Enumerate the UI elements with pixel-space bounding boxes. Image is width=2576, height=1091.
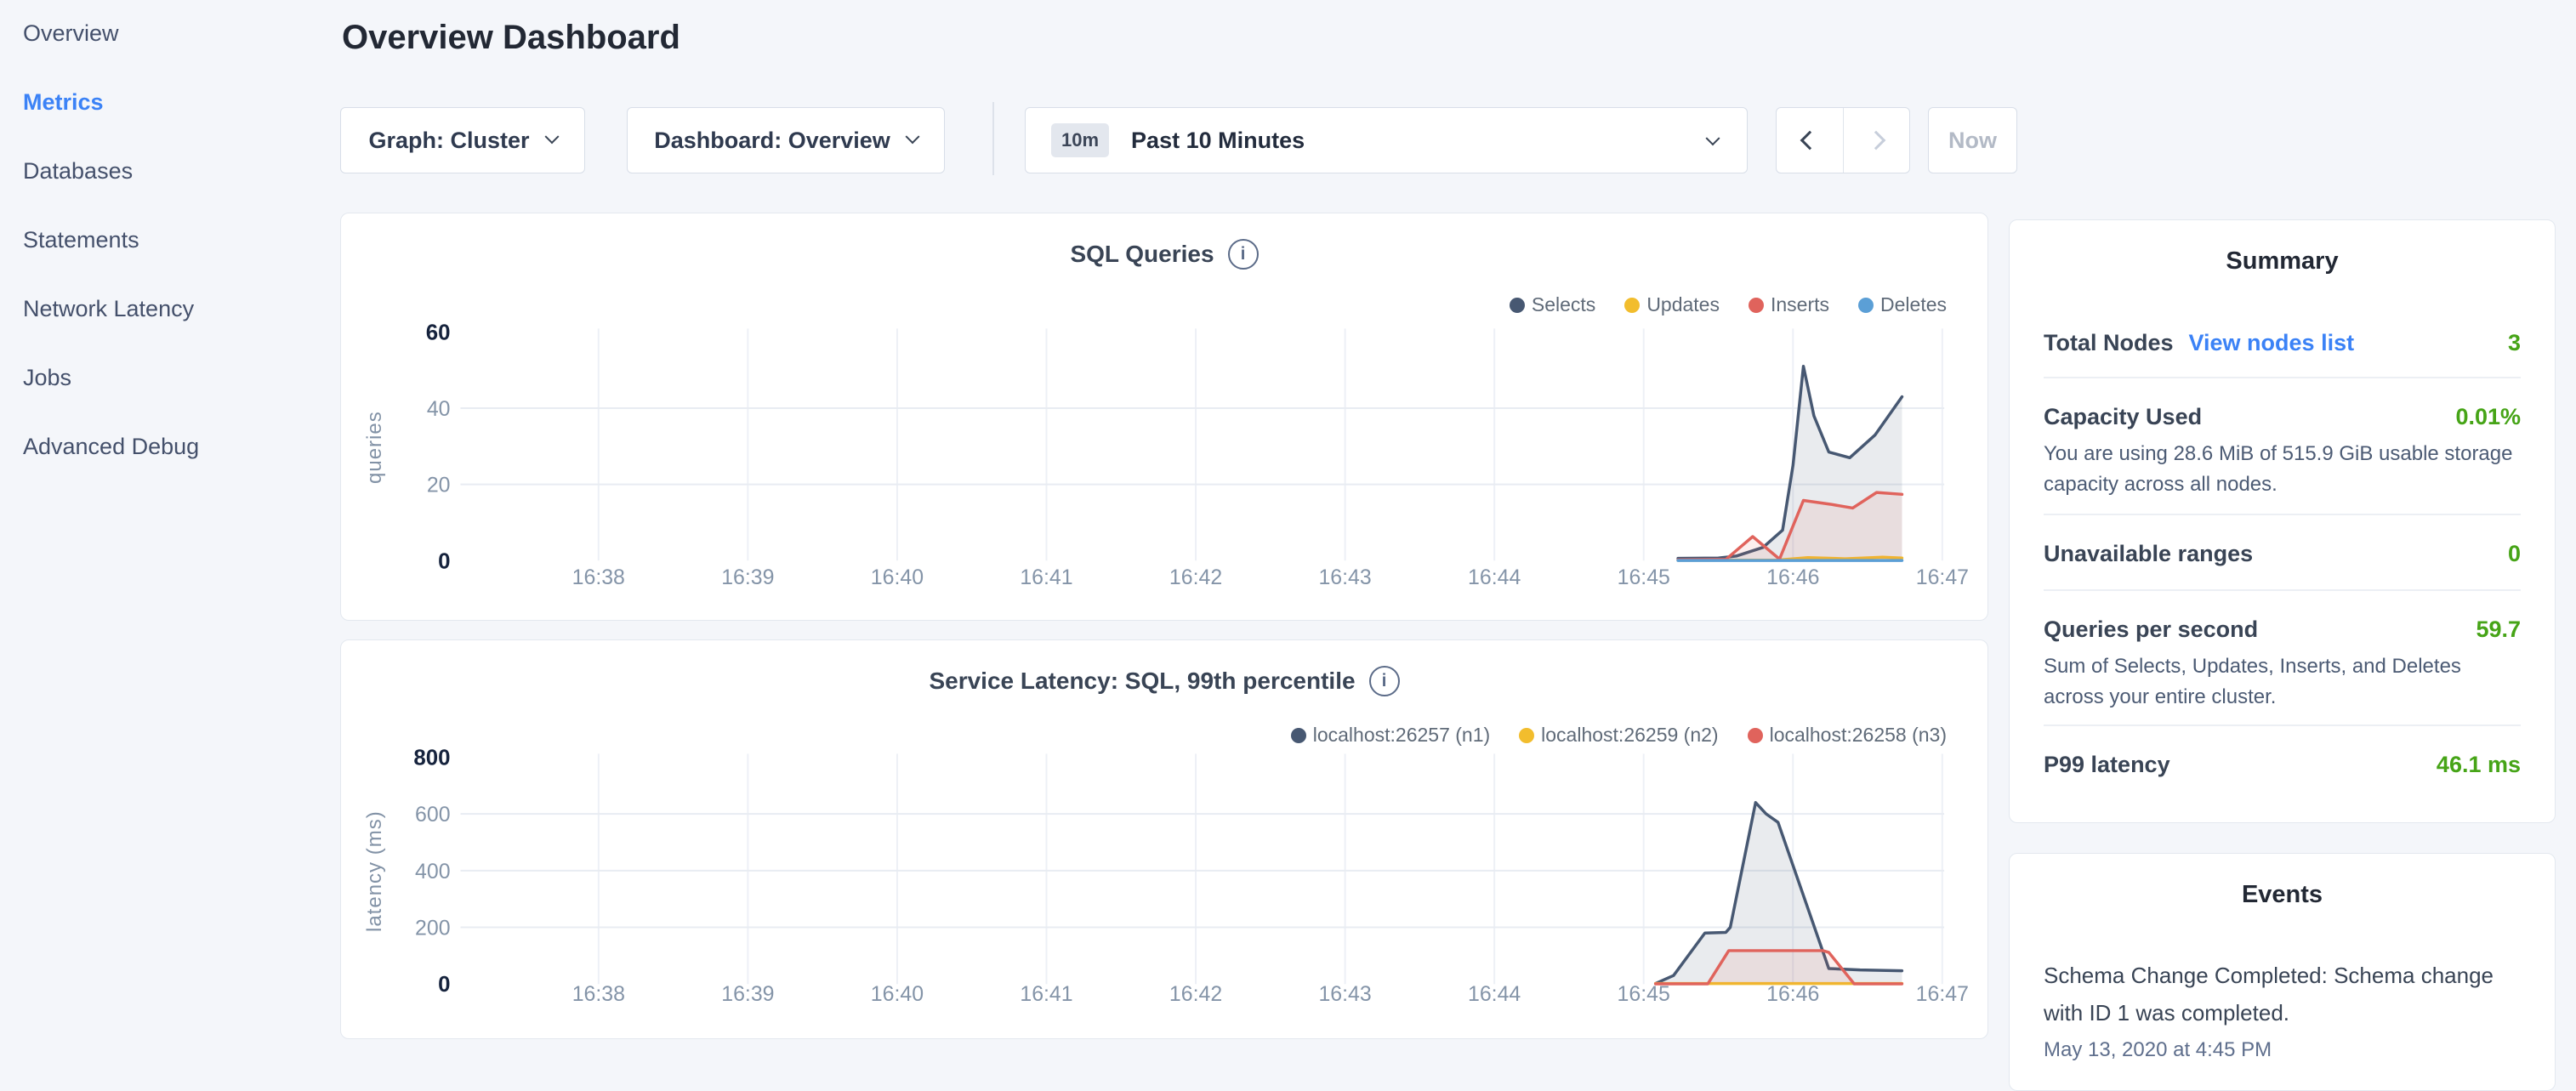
event-list-item[interactable]: Schema Change Completed: Schema change w… [2044, 957, 2521, 1062]
svg-text:16:43: 16:43 [1318, 982, 1371, 1006]
time-prev-button[interactable] [1777, 108, 1843, 173]
unavailable-ranges-label: Unavailable ranges [2044, 541, 2253, 567]
svg-text:16:38: 16:38 [572, 565, 625, 589]
svg-text:800: 800 [413, 746, 450, 770]
sidebar-item-advanced-debug[interactable]: Advanced Debug [23, 432, 340, 461]
event-timestamp: May 13, 2020 at 4:45 PM [2044, 1038, 2521, 1062]
time-next-button[interactable] [1843, 108, 1910, 173]
summary-title: Summary [2044, 247, 2521, 276]
page-title: Overview Dashboard [342, 19, 680, 57]
sidebar-item-overview[interactable]: Overview [23, 19, 340, 48]
chevron-down-icon [905, 129, 919, 144]
svg-text:40: 40 [427, 397, 451, 421]
events-panel: Events Schema Change Completed: Schema c… [2009, 853, 2556, 1091]
divider [2044, 589, 2521, 591]
svg-text:60: 60 [426, 321, 451, 344]
queries-per-second-value: 59.7 [2476, 617, 2521, 643]
svg-text:16:44: 16:44 [1468, 565, 1521, 589]
view-nodes-list-link[interactable]: View nodes list [2189, 330, 2355, 356]
total-nodes-value: 3 [2508, 330, 2521, 356]
sql-queries-plot: 16:38 16:39 16:40 16:41 16:42 16:43 16:44 16:45… [341, 213, 1987, 620]
total-nodes-label: Total Nodes [2044, 330, 2174, 356]
svg-text:200: 200 [415, 917, 451, 940]
summary-row-p99-latency: P99 latency 46.1 ms [2044, 752, 2521, 778]
queries-per-second-label: Queries per second [2044, 617, 2258, 643]
summary-row-total-nodes: Total Nodes View nodes list 3 [2044, 330, 2521, 356]
sql-queries-chart-card: SQL Queries i Selects Updates Inserts De… [340, 213, 1988, 621]
admin-ui-page: Overview Metrics Databases Statements Ne… [0, 0, 2576, 1051]
summary-row-unavailable-ranges: Unavailable ranges 0 [2044, 541, 2521, 567]
svg-text:16:39: 16:39 [721, 565, 774, 589]
graph-dropdown-label: Graph: Cluster [368, 128, 529, 154]
summary-panel: Summary Total Nodes View nodes list 3 Ca… [2009, 219, 2556, 823]
time-range-label: Past 10 Minutes [1131, 128, 1305, 154]
svg-text:16:42: 16:42 [1169, 982, 1222, 1006]
capacity-used-label: Capacity Used [2044, 404, 2202, 430]
service-latency-chart-card: Service Latency: SQL, 99th percentile i … [340, 639, 1988, 1039]
divider [2044, 724, 2521, 726]
now-button[interactable]: Now [1928, 107, 2017, 173]
p99-latency-value: 46.1 ms [2437, 752, 2521, 778]
svg-text:16:41: 16:41 [1020, 565, 1072, 589]
svg-text:16:39: 16:39 [721, 982, 774, 1006]
svg-text:16:41: 16:41 [1020, 982, 1072, 1006]
svg-text:0: 0 [438, 549, 450, 573]
service-latency-plot: 16:38 16:39 16:40 16:41 16:42 16:43 16:44 16:45… [341, 640, 1987, 1038]
divider [2044, 514, 2521, 515]
chevron-down-icon [544, 129, 559, 144]
chevron-left-icon [1800, 131, 1819, 151]
svg-text:600: 600 [415, 803, 451, 827]
events-title: Events [2044, 881, 2521, 909]
svg-text:16:38: 16:38 [572, 982, 625, 1006]
svg-text:400: 400 [415, 860, 451, 884]
chevron-right-icon [1867, 131, 1886, 151]
p99-latency-label: P99 latency [2044, 752, 2170, 778]
summary-row-capacity-used: Capacity Used 0.01% You are using 28.6 M… [2044, 404, 2521, 500]
svg-text:16:45: 16:45 [1618, 565, 1670, 589]
capacity-used-value: 0.01% [2455, 404, 2521, 430]
svg-text:16:45: 16:45 [1618, 982, 1670, 1006]
queries-per-second-description: Sum of Selects, Updates, Inserts, and De… [2044, 651, 2521, 713]
svg-text:0: 0 [438, 973, 450, 997]
time-range-selector[interactable]: 10m Past 10 Minutes [1025, 107, 1748, 173]
svg-text:16:47: 16:47 [1916, 982, 1969, 1006]
svg-text:20: 20 [427, 474, 451, 497]
svg-text:16:44: 16:44 [1468, 982, 1521, 1006]
svg-text:16:42: 16:42 [1169, 565, 1222, 589]
summary-row-queries-per-second: Queries per second 59.7 Sum of Selects, … [2044, 617, 2521, 713]
svg-text:16:46: 16:46 [1766, 982, 1819, 1006]
chevron-down-icon [1706, 131, 1720, 145]
sidebar-item-jobs[interactable]: Jobs [23, 363, 340, 392]
capacity-used-description: You are using 28.6 MiB of 515.9 GiB usab… [2044, 439, 2521, 500]
sidebar-item-metrics[interactable]: Metrics [23, 88, 340, 116]
divider [2044, 377, 2521, 378]
dashboard-dropdown-label: Dashboard: Overview [654, 128, 890, 154]
dashboard-dropdown[interactable]: Dashboard: Overview [627, 107, 945, 173]
unavailable-ranges-value: 0 [2508, 541, 2521, 567]
svg-text:16:46: 16:46 [1766, 565, 1819, 589]
svg-text:16:43: 16:43 [1318, 565, 1371, 589]
sidebar: Overview Metrics Databases Statements Ne… [0, 0, 340, 1051]
event-text: Schema Change Completed: Schema change w… [2044, 957, 2521, 1031]
time-step-buttons [1776, 107, 1910, 173]
sidebar-item-statements[interactable]: Statements [23, 225, 340, 254]
svg-text:16:40: 16:40 [871, 982, 924, 1006]
graph-dropdown[interactable]: Graph: Cluster [340, 107, 585, 173]
sidebar-item-network-latency[interactable]: Network Latency [23, 294, 340, 323]
time-range-badge: 10m [1051, 123, 1109, 157]
svg-text:16:47: 16:47 [1916, 565, 1969, 589]
svg-text:16:40: 16:40 [871, 565, 924, 589]
sidebar-item-databases[interactable]: Databases [23, 156, 340, 185]
toolbar-divider [992, 102, 994, 175]
